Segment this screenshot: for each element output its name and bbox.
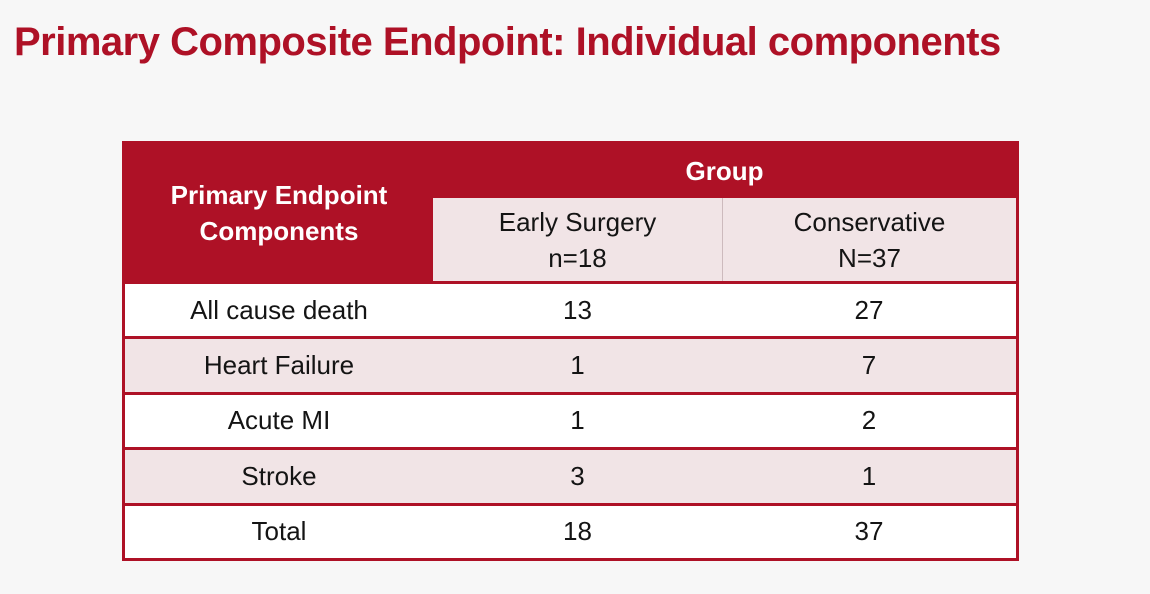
column-header-early-surgery-n: n=18 (548, 242, 607, 273)
column-header-conservative-n: N=37 (838, 242, 901, 273)
corner-header-line1: Primary Endpoint (170, 179, 388, 210)
corner-header-line2: Components (199, 215, 359, 246)
row-label: Stroke (125, 447, 433, 503)
corner-header-primary-endpoint-components: Primary Endpoint Components (125, 144, 433, 281)
row-label: Acute MI (125, 391, 433, 448)
row-value-early-surgery: 3 (433, 447, 722, 503)
endpoint-components-table: Primary Endpoint Components Group Early … (122, 141, 1019, 561)
page-title: Primary Composite Endpoint: Individual c… (14, 20, 1001, 64)
row-value-conservative: 37 (722, 502, 1016, 558)
row-value-conservative: 1 (722, 447, 1016, 503)
column-header-early-surgery-name: Early Surgery (498, 206, 657, 237)
column-header-early-surgery: Early Surgery n=18 (433, 198, 722, 281)
row-value-conservative: 27 (722, 281, 1016, 337)
row-value-conservative: 7 (722, 336, 1016, 392)
row-label: Total (125, 502, 433, 558)
row-value-early-surgery: 18 (433, 502, 722, 558)
row-value-early-surgery: 1 (433, 391, 722, 448)
row-label: Heart Failure (125, 336, 433, 392)
row-value-conservative: 2 (722, 391, 1016, 448)
group-header: Group (433, 144, 1016, 198)
row-value-early-surgery: 13 (433, 281, 722, 337)
group-header-label: Group (685, 156, 764, 186)
row-value-early-surgery: 1 (433, 336, 722, 392)
column-header-conservative-name: Conservative (793, 206, 946, 237)
row-label: All cause death (125, 281, 433, 337)
column-header-conservative: Conservative N=37 (722, 198, 1016, 281)
